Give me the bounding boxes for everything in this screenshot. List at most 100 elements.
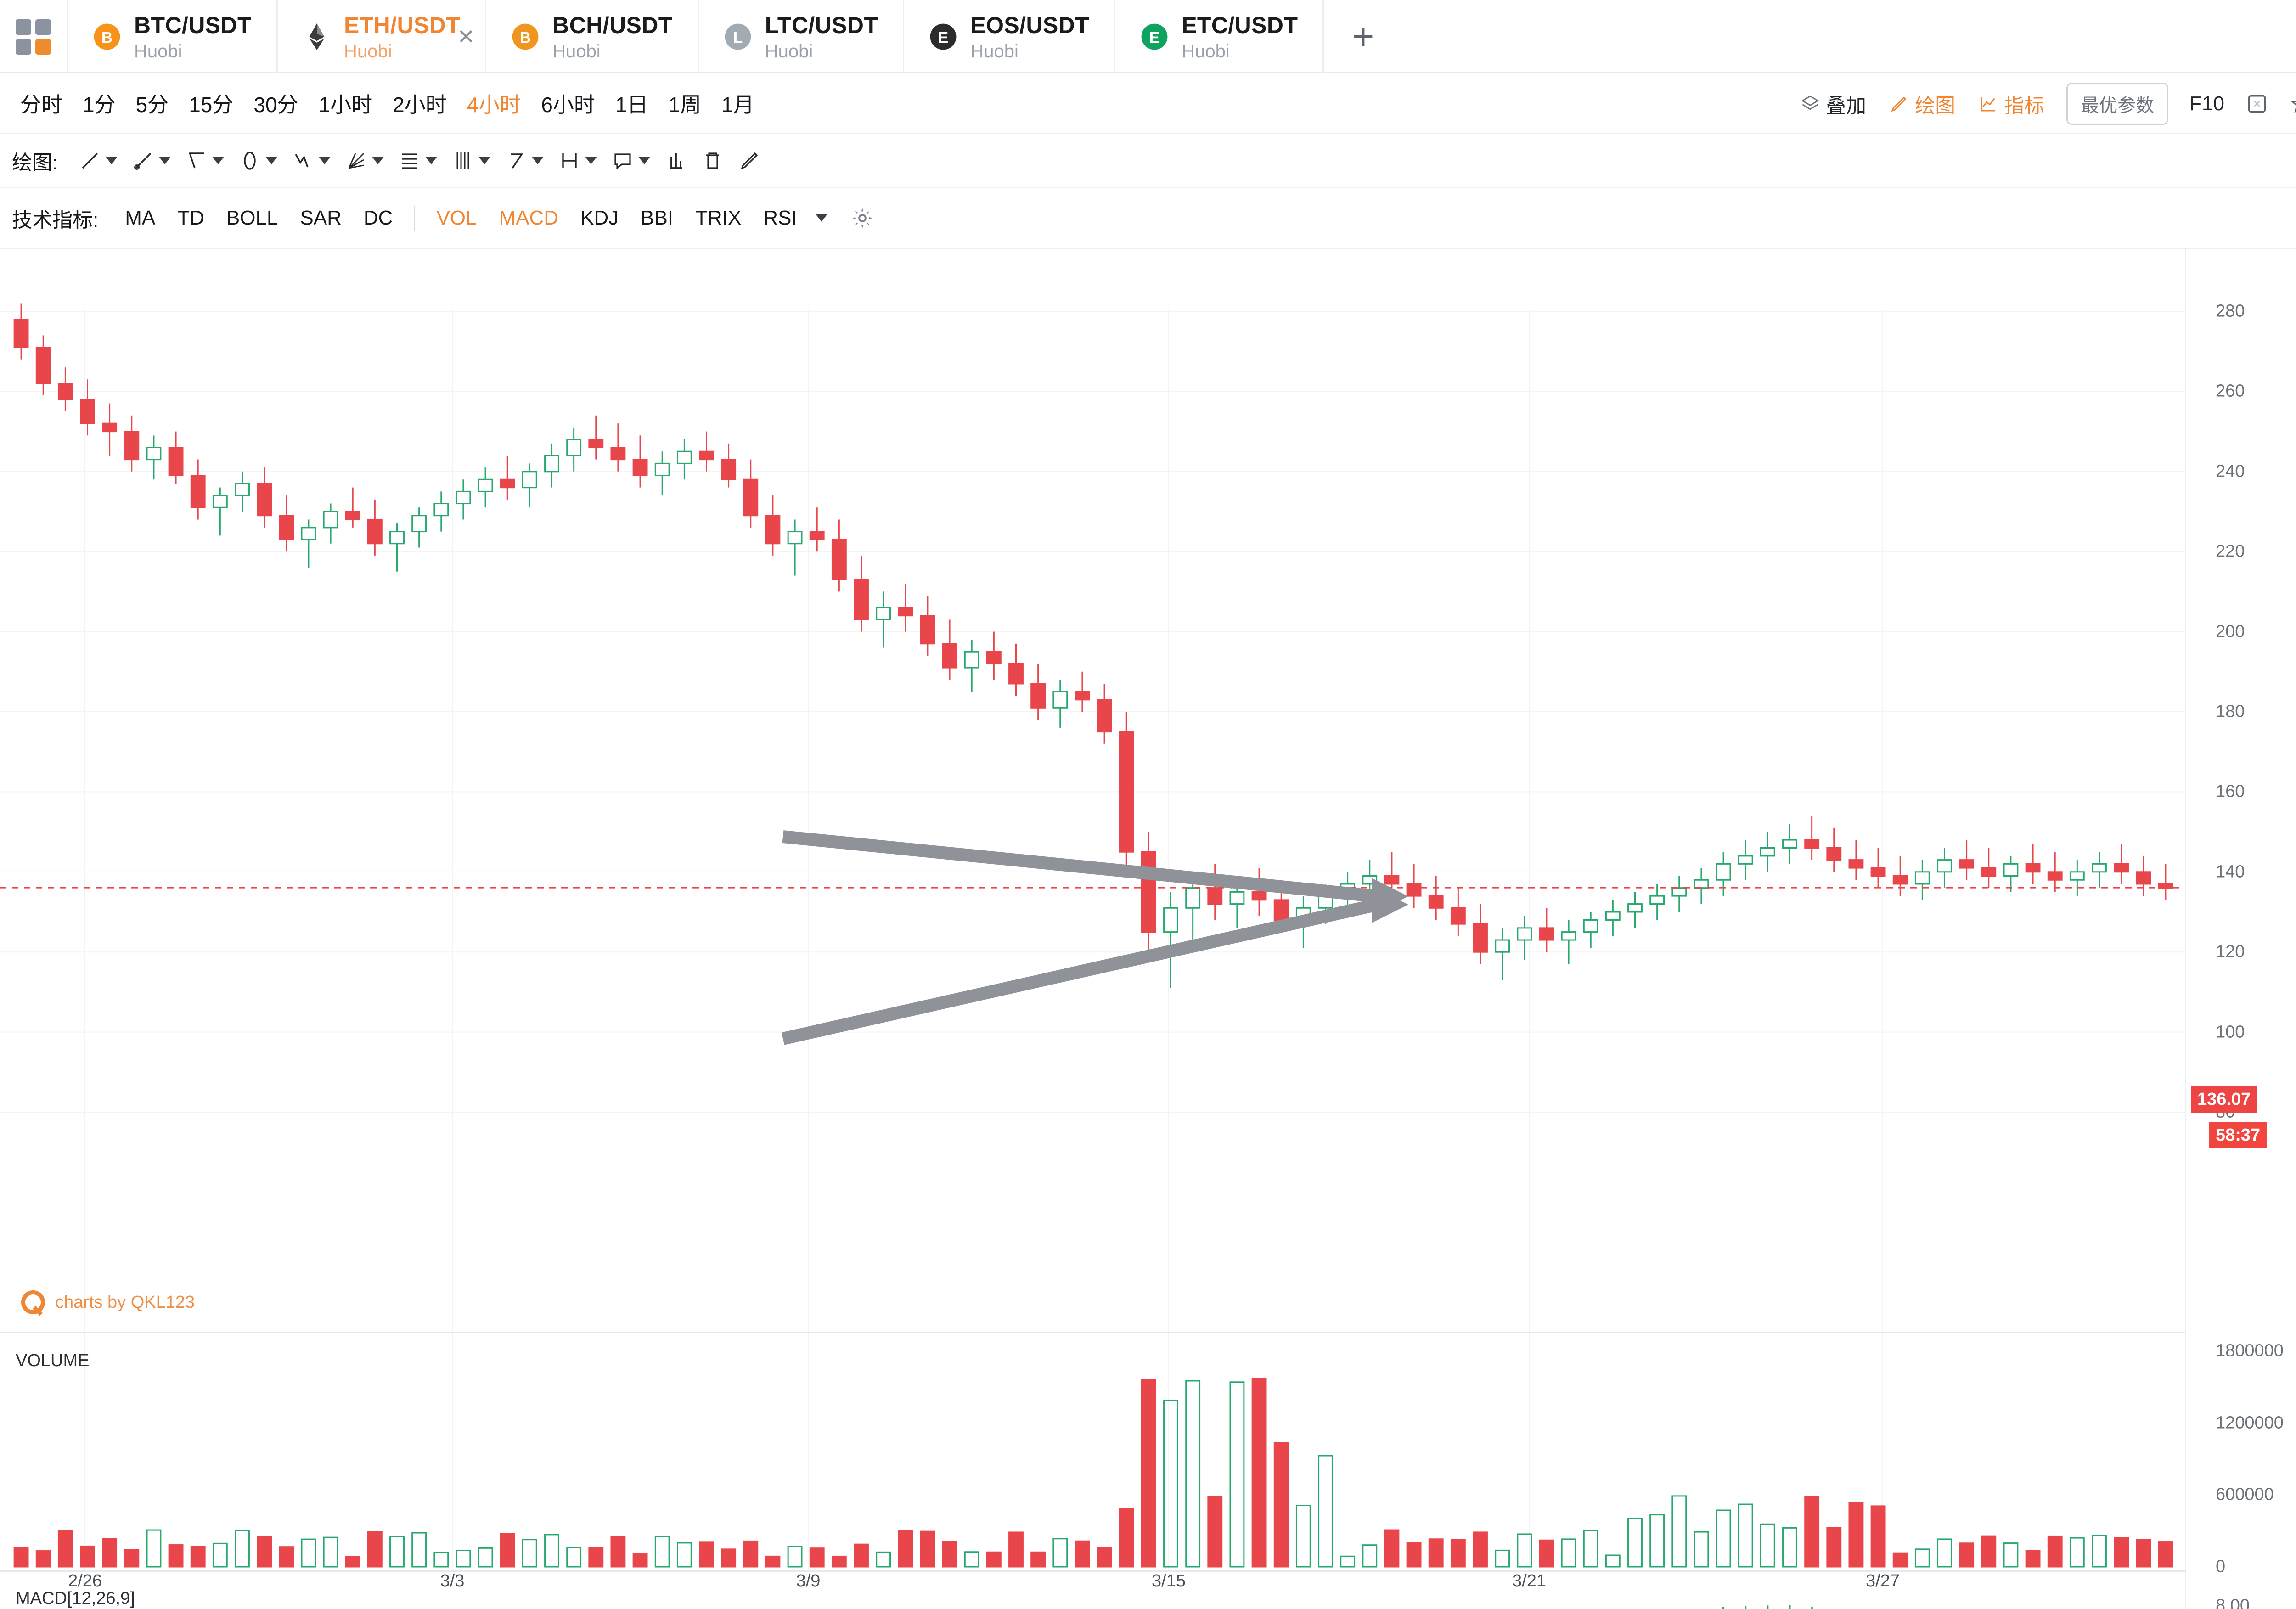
tool-ellipse[interactable] — [231, 150, 285, 172]
chevron-down-icon — [815, 214, 827, 222]
add-tab-button[interactable]: + — [1352, 16, 1374, 57]
period-分时[interactable]: 分时 — [20, 92, 62, 117]
period-1分[interactable]: 1分 — [83, 92, 116, 117]
period-30分[interactable]: 30分 — [253, 92, 298, 117]
indicator-divider — [414, 205, 416, 231]
chevron-down-icon[interactable] — [478, 157, 491, 164]
ethereum-icon — [303, 23, 331, 51]
tool-text-note[interactable] — [604, 150, 658, 172]
tab-btc[interactable]: B BTC/USDT Huobi — [68, 0, 278, 73]
tab-exchange: Huobi — [765, 41, 813, 62]
chevron-down-icon[interactable] — [425, 157, 438, 164]
indicator-trix[interactable]: TRIX — [695, 206, 742, 229]
indicator-vol[interactable]: VOL — [436, 206, 477, 229]
period-4小时[interactable]: 4小时 — [467, 92, 521, 117]
overlay-button[interactable]: 叠加 — [1789, 89, 1878, 118]
ray-icon — [134, 152, 152, 170]
tab-ltc[interactable]: L LTC/USDT Huobi — [699, 0, 905, 73]
tool-bar-pattern[interactable] — [658, 150, 694, 172]
svg-text:L: L — [733, 29, 743, 46]
period-1日[interactable]: 1日 — [615, 92, 648, 117]
line-icon — [82, 152, 98, 169]
period-5分[interactable]: 5分 — [135, 92, 169, 117]
price-axis[interactable]: 2802602402202001801601401201008018000001… — [2185, 249, 2296, 1609]
countdown-tag: 58:37 — [2209, 1122, 2267, 1148]
chevron-down-icon[interactable] — [372, 157, 384, 164]
tool-eraser[interactable] — [731, 150, 768, 172]
favorite-button[interactable] — [2279, 93, 2296, 115]
current-price-tag: 136.07 — [2191, 1086, 2257, 1113]
tool-ray[interactable] — [125, 150, 178, 172]
indicator-kdj[interactable]: KDJ — [580, 206, 619, 229]
chevron-down-icon[interactable] — [638, 157, 651, 164]
tab-eth[interactable]: ETH/USDT Huobi ✕ — [278, 0, 487, 73]
fullscreen-button[interactable] — [2235, 93, 2279, 114]
volume-tick: 0 — [2216, 1557, 2226, 1576]
date-tick: 3/3 — [440, 1571, 465, 1591]
indicator-td[interactable]: TD — [177, 206, 204, 229]
period-1小时[interactable]: 1小时 — [318, 92, 373, 117]
eraser-icon — [741, 152, 758, 169]
period-1月[interactable]: 1月 — [721, 92, 754, 117]
tool-delete[interactable] — [694, 150, 731, 172]
period-1周[interactable]: 1周 — [668, 92, 702, 117]
tool-arrow[interactable] — [498, 150, 551, 172]
indicator-button[interactable]: 指标 — [1967, 89, 2056, 118]
indicator-dc[interactable]: DC — [363, 206, 393, 229]
vertical-lines-icon — [456, 152, 469, 169]
tool-measure[interactable] — [551, 150, 604, 172]
watermark-text: charts by QKL123 — [55, 1292, 195, 1312]
volume-tick: 1200000 — [2216, 1413, 2284, 1433]
indicator-sar[interactable]: SAR — [300, 206, 342, 229]
f10-button[interactable]: F10 — [2189, 92, 2224, 115]
fibonacci-icon — [402, 153, 417, 169]
period-6小时[interactable]: 6小时 — [541, 92, 595, 117]
tab-symbol: EOS/USDT — [970, 12, 1090, 38]
grid-layout-button[interactable] — [0, 0, 68, 73]
draw-button[interactable]: 绘图 — [1878, 89, 1967, 118]
layers-icon — [1801, 95, 1819, 110]
chart-canvas[interactable]: charts by QKL123 VOLUME MACD[12,26,9] 28… — [0, 249, 2296, 1609]
chevron-down-icon[interactable] — [319, 157, 331, 164]
close-icon[interactable]: ✕ — [457, 25, 475, 49]
svg-text:B: B — [520, 29, 531, 46]
drawing-toolbar: 绘图: — [0, 134, 2296, 188]
chart-svg[interactable] — [0, 249, 2185, 1609]
tab-exchange: Huobi — [1182, 41, 1230, 62]
tab-etc[interactable]: E ETC/USDT Huobi — [1115, 0, 1324, 73]
indicator-boll[interactable]: BOLL — [226, 206, 278, 229]
tab-eos[interactable]: E EOS/USDT Huobi — [904, 0, 1116, 73]
tool-wave[interactable] — [285, 150, 338, 172]
tool-line[interactable] — [72, 150, 125, 172]
optimal-params-button[interactable]: 最优参数 — [2066, 83, 2169, 125]
comment-icon — [614, 153, 631, 169]
chevron-down-icon[interactable] — [106, 157, 118, 164]
period-15分[interactable]: 15分 — [189, 92, 234, 117]
chevron-down-icon[interactable] — [585, 157, 597, 164]
tool-fibonacci[interactable] — [391, 150, 445, 172]
chevron-down-icon[interactable] — [532, 157, 544, 164]
overlay-label: 叠加 — [1826, 95, 1867, 117]
indicator-more-button[interactable] — [808, 214, 835, 222]
indicator-ma[interactable]: MA — [125, 206, 156, 229]
tool-gann[interactable] — [338, 150, 391, 172]
chevron-down-icon[interactable] — [265, 157, 278, 164]
indicator-bbi[interactable]: BBI — [641, 206, 674, 229]
watermark: charts by QKL123 — [21, 1290, 195, 1314]
svg-text:E: E — [938, 29, 948, 46]
tab-symbol: ETH/USDT — [343, 12, 461, 38]
bars-icon — [670, 153, 683, 169]
indicator-macd[interactable]: MACD — [499, 206, 559, 229]
tool-vertical-lines[interactable] — [445, 150, 498, 172]
measure-icon — [562, 153, 577, 168]
tab-bch[interactable]: B BCH/USDT Huobi — [486, 0, 699, 73]
period-2小时[interactable]: 2小时 — [393, 92, 447, 117]
date-tick: 3/9 — [796, 1571, 821, 1591]
chevron-down-icon[interactable] — [159, 157, 171, 164]
tab-symbol: BCH/USDT — [552, 12, 673, 38]
gann-fan-icon — [348, 152, 365, 169]
chevron-down-icon[interactable] — [212, 157, 225, 164]
indicator-rsi[interactable]: RSI — [763, 206, 797, 229]
indicator-settings-button[interactable] — [843, 206, 882, 230]
tool-channel[interactable] — [178, 150, 231, 172]
